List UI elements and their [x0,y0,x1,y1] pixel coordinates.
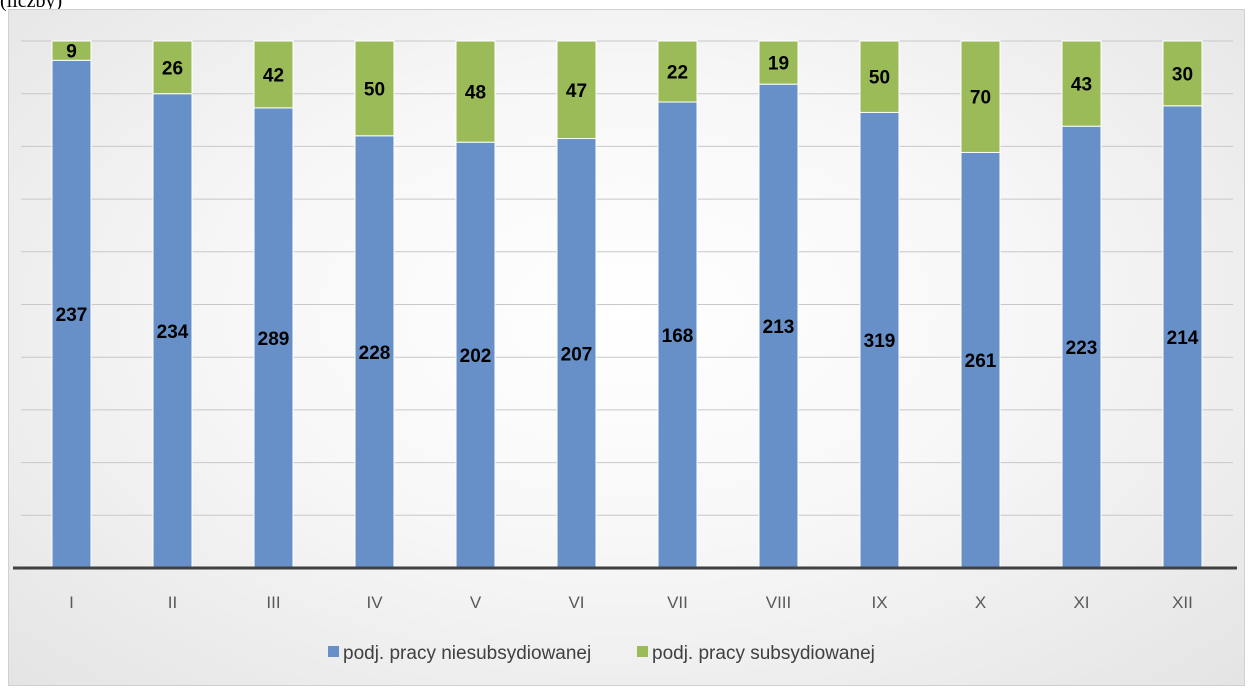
legend: podj. pracy niesubsydiowanej podj. pracy … [328,643,875,664]
bar-subsydiowanej-III [253,40,294,109]
legend-label-niesubsydiowanej: podj. pracy niesubsydiowanej [343,643,591,664]
bar-subsydiowanej-VIII [758,40,799,85]
x-tick-label-II: II [168,593,177,612]
bar-subsydiowanej-VI [556,40,597,140]
legend-label-subsydiowanej: podj. pracy subsydiowanej [652,643,875,664]
bar-niesubsydiowanej-VII [657,101,698,569]
data-label-niesubsydiowanej-IX: 319 [864,331,896,352]
x-tick-label-VII: VII [667,593,688,612]
data-label-subsydiowanej-XI: 43 [1071,75,1092,96]
bar-subsydiowanej-XI [1061,40,1102,127]
bar-niesubsydiowanej-X [960,151,1001,569]
chart-area: 237 9 234 26 289 42 228 50 202 48 207 47 168 22 213 19 3… [8,9,1245,686]
data-label-niesubsydiowanej-XI: 223 [1066,338,1098,359]
data-label-niesubsydiowanej-VI: 207 [561,344,593,365]
data-label-subsydiowanej-VI: 47 [566,81,587,102]
bar-subsydiowanej-VII [657,40,698,103]
data-label-niesubsydiowanej-I: 237 [56,305,88,326]
bar-subsydiowanej-II [152,40,193,95]
x-tick-label-X: X [975,593,986,612]
data-label-niesubsydiowanej-III: 289 [258,329,290,350]
bars [51,40,1203,569]
x-tick-label-XII: XII [1172,593,1193,612]
x-tick-label-VI: VI [568,593,584,612]
bar-subsydiowanej-I [51,40,92,61]
data-label-subsydiowanej-III: 42 [263,65,284,86]
data-label-subsydiowanej-IX: 50 [869,68,890,89]
bar-subsydiowanej-XII [1162,40,1203,107]
bar-niesubsydiowanej-V [455,141,496,569]
x-tick-label-VIII: VIII [766,593,792,612]
data-label-niesubsydiowanej-VII: 168 [662,326,694,347]
x-tick-label-IV: IV [366,593,383,612]
bar-niesubsydiowanej-XI [1061,125,1102,569]
bar-niesubsydiowanej-III [253,107,294,569]
data-label-subsydiowanej-XII: 30 [1172,64,1193,85]
data-label-niesubsydiowanej-V: 202 [460,346,492,367]
data-label-subsydiowanej-I: 9 [66,42,77,63]
x-tick-label-IX: IX [871,593,887,612]
data-label-subsydiowanej-X: 70 [970,88,991,109]
bar-subsydiowanej-IX [859,40,900,113]
x-tick-label-XI: XI [1073,593,1089,612]
bar-niesubsydiowanej-VIII [758,83,799,569]
legend-swatch-subsydiowanej [637,646,648,657]
data-label-niesubsydiowanej-XII: 214 [1167,328,1199,349]
bar-niesubsydiowanej-VI [556,138,597,569]
data-label-subsydiowanej-II: 26 [162,58,183,79]
legend-swatch-niesubsydiowanej [328,646,339,657]
x-axis: I II III IV V VI VII VIII IX X XI XII [13,566,1237,612]
data-label-subsydiowanej-IV: 50 [364,79,385,100]
data-label-niesubsydiowanej-II: 234 [157,322,189,343]
data-label-subsydiowanej-VIII: 19 [768,54,789,75]
stacked-bar-chart: 237 9 234 26 289 42 228 50 202 48 207 47 168 22 213 19 3… [13,40,1237,664]
data-labels: 237 9 234 26 289 42 228 50 202 48 207 47 168 22 213 19 3… [56,42,1199,373]
data-label-niesubsydiowanej-IV: 228 [359,343,391,364]
x-tick-label-V: V [470,593,482,612]
data-label-subsydiowanej-VII: 22 [667,63,688,84]
gridlines [21,40,1233,516]
data-label-niesubsydiowanej-VIII: 213 [763,317,795,338]
bar-niesubsydiowanej-IV [354,135,395,569]
bar-subsydiowanej-V [455,40,496,143]
bar-niesubsydiowanej-I [51,59,92,569]
data-label-subsydiowanej-V: 48 [465,83,486,104]
data-label-niesubsydiowanej-X: 261 [965,351,997,372]
x-tick-label-I: I [69,593,74,612]
bar-subsydiowanej-IV [354,40,395,137]
bar-subsydiowanej-X [960,40,1001,153]
x-tick-label-III: III [266,593,280,612]
